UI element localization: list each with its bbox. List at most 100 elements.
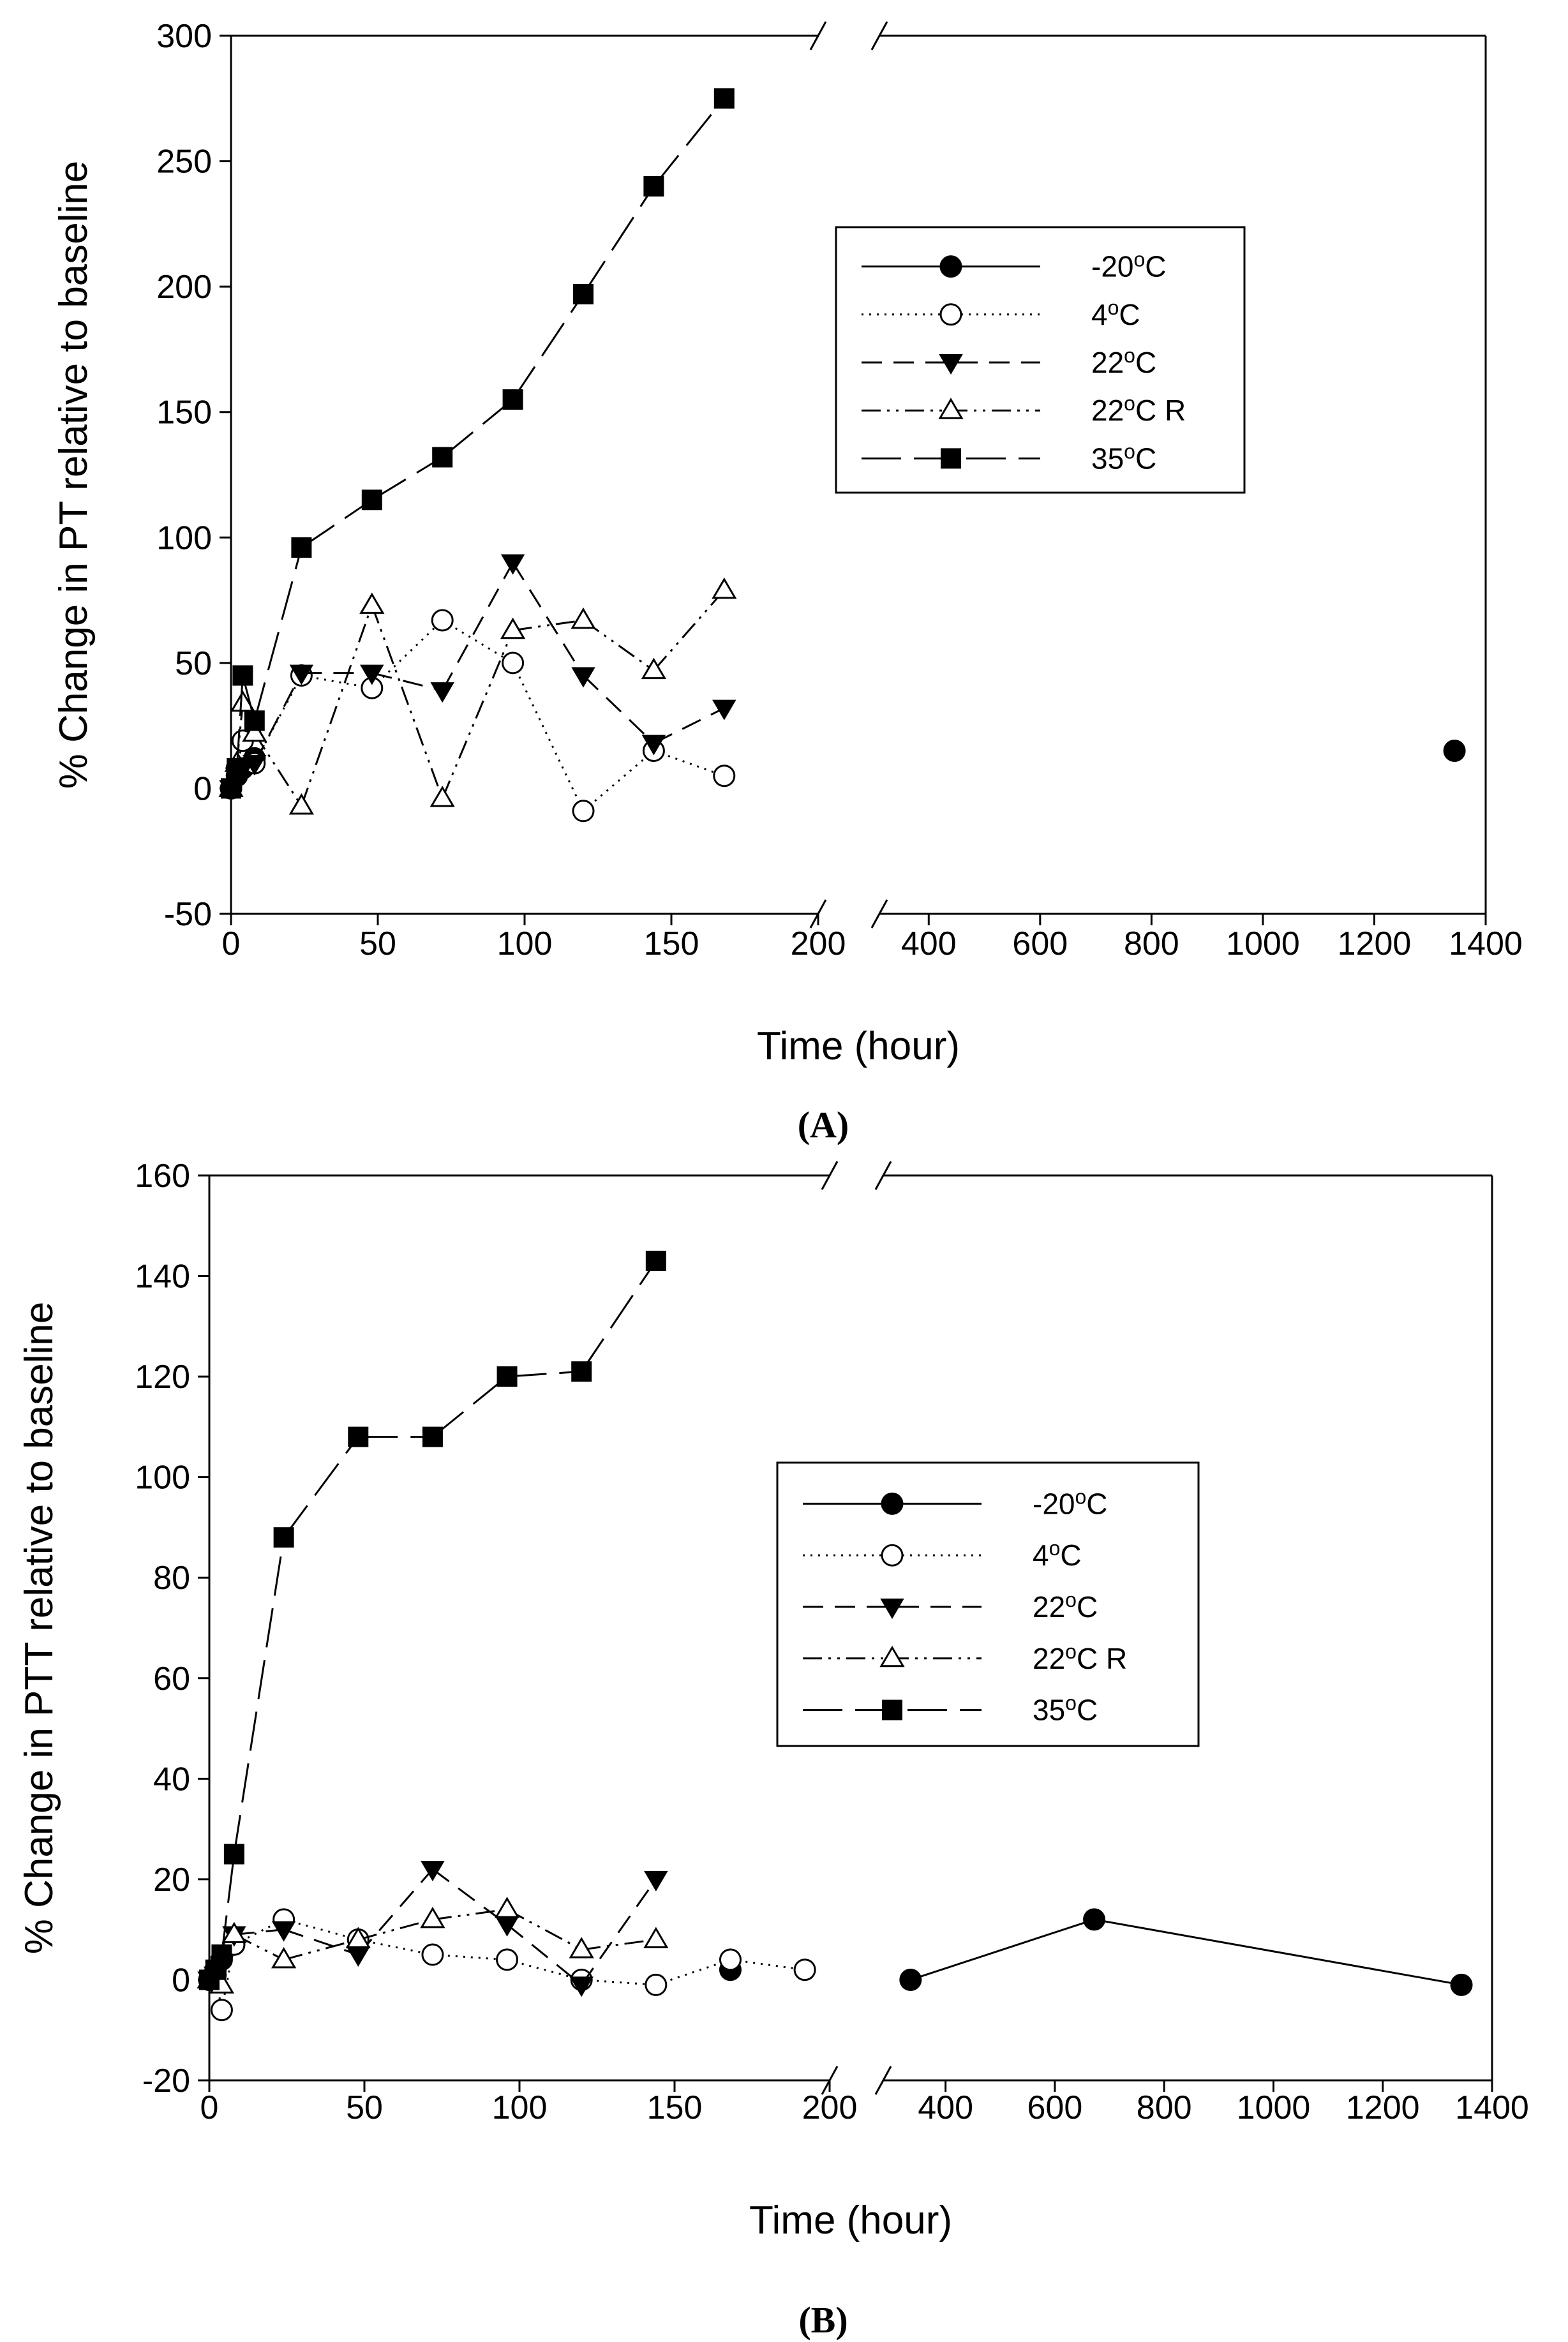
chart-panel-a: -50 0 50 100 150 200 250 300 0 50 100 150 200 400 600 8… bbox=[52, 18, 1523, 1068]
axes-frame: -20 0 20 40 60 80 100 120 140 160 0 50 100 150 200 400 6… bbox=[135, 1158, 1529, 2126]
y-tick-label: 140 bbox=[135, 1258, 190, 1295]
series-line-segment bbox=[442, 398, 514, 458]
data-point bbox=[348, 1426, 369, 1447]
series-line-segment bbox=[653, 589, 725, 671]
legend-marker bbox=[879, 1645, 905, 1667]
series-line-segment bbox=[371, 604, 444, 799]
data-point bbox=[421, 1861, 445, 1882]
chart-panel-b: -20 0 20 40 60 80 100 120 140 160 0 50 100 150 200 400 6… bbox=[17, 1158, 1529, 2242]
x-tick-label: 100 bbox=[497, 925, 553, 962]
data-point bbox=[1450, 1973, 1473, 1996]
x-tick-label: 1200 bbox=[1346, 2089, 1420, 2126]
series-line-segment bbox=[371, 456, 443, 501]
x-tick-label: 600 bbox=[1027, 2089, 1083, 2126]
series-line-segment bbox=[506, 1908, 582, 1951]
series-line-segment bbox=[581, 1978, 656, 1986]
data-point bbox=[1443, 739, 1466, 762]
x-tick-label: 50 bbox=[359, 925, 396, 962]
data-point bbox=[273, 1527, 294, 1548]
axis-break-mark bbox=[821, 1161, 839, 1190]
series-22c bbox=[197, 1861, 668, 1997]
data-point bbox=[569, 1976, 594, 1997]
data-point bbox=[361, 489, 382, 511]
y-tick-label: -50 bbox=[164, 896, 212, 933]
data-point bbox=[645, 1973, 668, 1996]
x-tick-label: 150 bbox=[644, 925, 699, 962]
data-point bbox=[494, 1897, 520, 1918]
series-line-segment bbox=[441, 562, 514, 691]
axis-break-mark bbox=[870, 899, 888, 929]
series-35c bbox=[221, 88, 735, 799]
series-line-segment bbox=[220, 1854, 235, 1955]
y-tick-label: 100 bbox=[135, 1459, 190, 1496]
data-point bbox=[497, 1366, 518, 1387]
legend-marker bbox=[939, 255, 962, 278]
axes-frame: -50 0 50 100 150 200 250 300 0 50 100 150 200 400 600 8… bbox=[156, 18, 1523, 962]
data-point bbox=[496, 1948, 519, 1971]
data-point bbox=[359, 592, 385, 614]
series-line-segment bbox=[234, 1928, 284, 1936]
legend-marker bbox=[881, 1544, 904, 1567]
data-point bbox=[432, 447, 453, 468]
series-line-segment bbox=[233, 1537, 285, 1854]
data-point bbox=[345, 1927, 371, 1948]
series-line-segment bbox=[301, 499, 373, 549]
data-point bbox=[495, 1916, 519, 1937]
data-point bbox=[271, 1921, 296, 1942]
series-line-segment bbox=[253, 672, 302, 764]
data-point bbox=[242, 720, 267, 742]
series-20c bbox=[220, 739, 1466, 800]
series-line-segment bbox=[580, 1260, 657, 1373]
series-line-segment bbox=[506, 1923, 583, 1986]
x-tick-label: 800 bbox=[1124, 925, 1179, 962]
data-point bbox=[211, 1944, 232, 1965]
x-tick-label: 600 bbox=[1012, 925, 1068, 962]
data-point bbox=[643, 175, 664, 197]
data-point bbox=[360, 664, 384, 685]
data-point bbox=[500, 554, 525, 575]
series-line-segment bbox=[512, 562, 585, 676]
series-line-segment bbox=[357, 1868, 434, 1956]
x-tick-label: 200 bbox=[791, 925, 846, 962]
series-line-segment bbox=[512, 294, 585, 400]
y-tick-label: 300 bbox=[156, 18, 212, 55]
series-line-segment bbox=[583, 750, 655, 812]
data-point bbox=[712, 699, 736, 720]
axis-break-mark bbox=[874, 1161, 892, 1190]
data-point bbox=[232, 665, 253, 686]
data-point bbox=[230, 690, 256, 712]
y-tick-label: 160 bbox=[135, 1158, 190, 1195]
legend-label: -20oC bbox=[1033, 1485, 1108, 1520]
legend-label: 22oC R bbox=[1091, 392, 1186, 427]
series-line-segment bbox=[653, 750, 725, 777]
y-axis-label: % Change in PT relative to baseline bbox=[52, 161, 96, 789]
series-line-segment bbox=[283, 1928, 359, 1956]
series-line-segment bbox=[507, 1370, 582, 1378]
data-point bbox=[645, 1250, 666, 1271]
data-point bbox=[644, 1870, 668, 1891]
data-point bbox=[244, 710, 265, 731]
y-tick-label: 150 bbox=[156, 394, 212, 431]
legend-label: 4oC bbox=[1033, 1537, 1082, 1572]
series-line-segment bbox=[1094, 1918, 1462, 1986]
series-line-segment bbox=[283, 1436, 359, 1539]
series-line-segment bbox=[653, 707, 725, 745]
data-point bbox=[227, 757, 248, 779]
panel-label-b: (B) bbox=[798, 2299, 847, 2341]
data-point bbox=[713, 88, 735, 109]
y-tick-label: 120 bbox=[135, 1359, 190, 1396]
x-axis-label: Time (hour) bbox=[757, 1024, 960, 1068]
series-line-segment bbox=[283, 1938, 359, 1961]
data-point bbox=[346, 1946, 371, 1967]
series-line-segment bbox=[441, 630, 514, 799]
y-tick-label: 40 bbox=[153, 1761, 190, 1798]
data-point bbox=[571, 667, 595, 688]
data-point bbox=[1083, 1908, 1106, 1931]
data-point bbox=[431, 609, 454, 632]
axis-break-mark bbox=[809, 21, 827, 50]
data-point bbox=[291, 537, 312, 558]
data-point bbox=[713, 765, 736, 787]
x-tick-label: 50 bbox=[346, 2089, 383, 2126]
legend-marker bbox=[939, 354, 963, 375]
